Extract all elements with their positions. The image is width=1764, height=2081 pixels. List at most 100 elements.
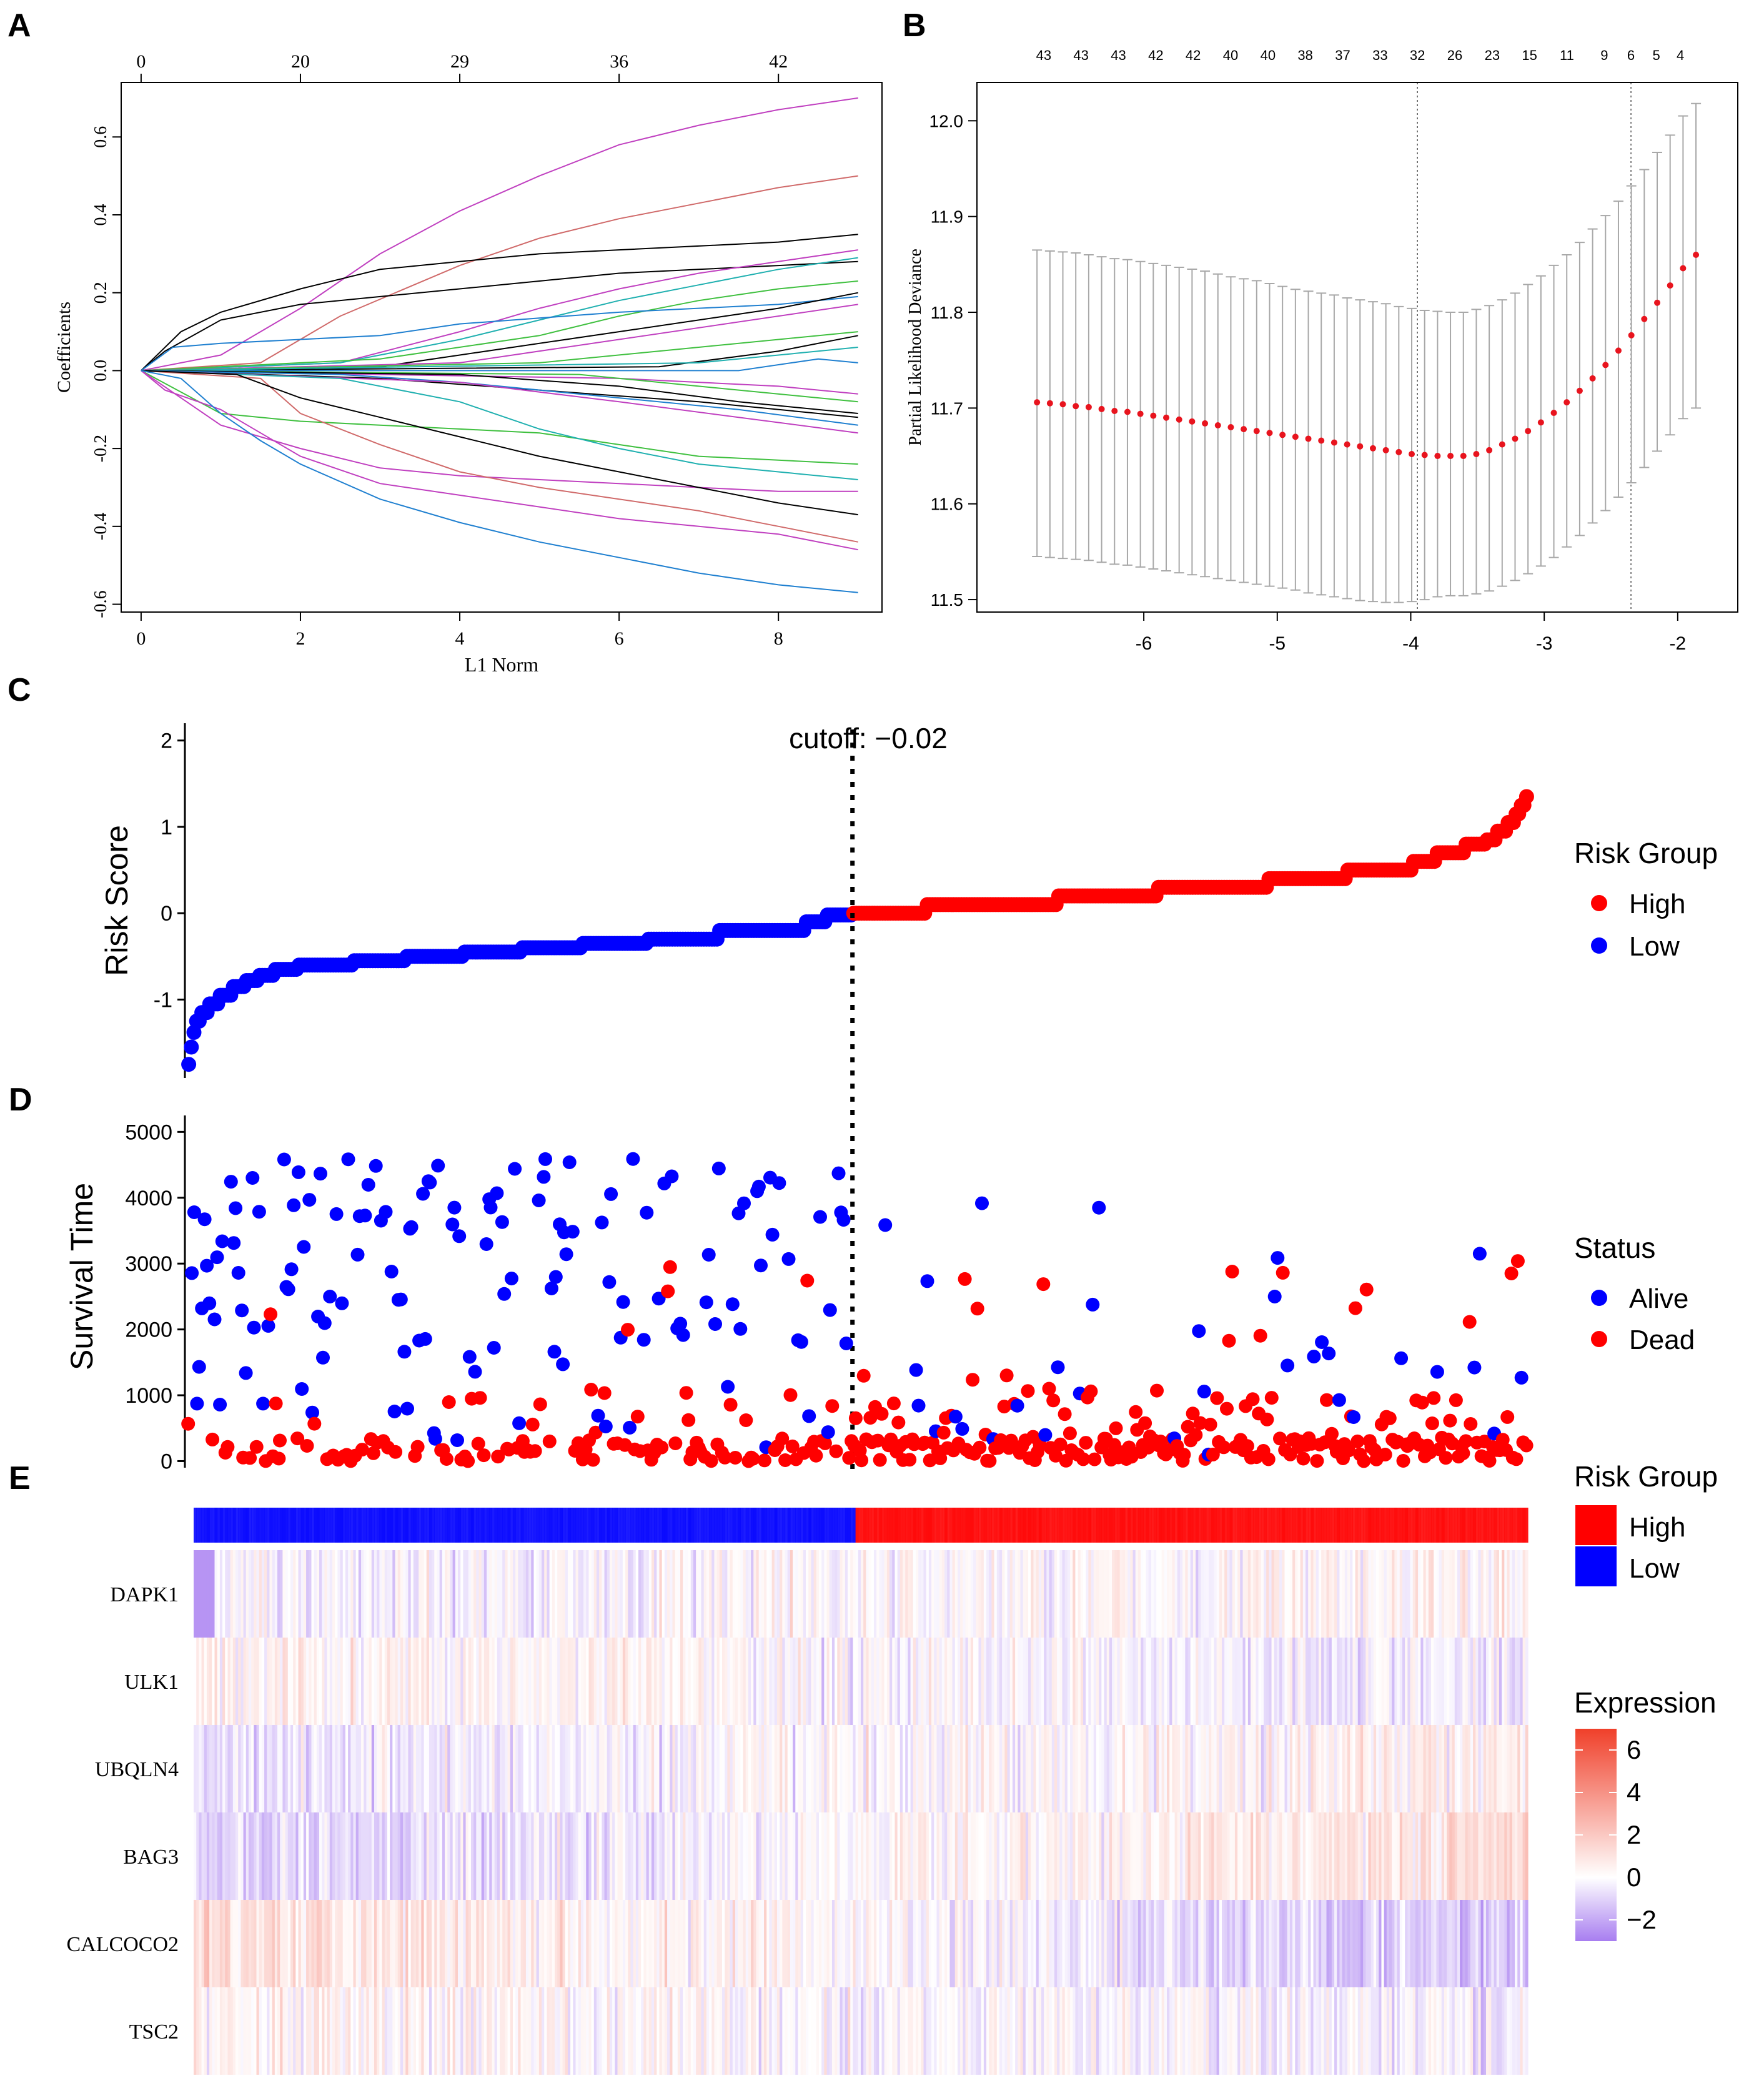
heatmap-cell-ubqln4-299 bbox=[976, 1725, 979, 1812]
risk-group-cell-382 bbox=[1192, 1508, 1196, 1543]
heatmap-cell-dapk1-337 bbox=[1075, 1550, 1079, 1638]
heatmap-cell-calcoco2-46 bbox=[314, 1900, 317, 1987]
survival-point-169 bbox=[626, 1152, 640, 1166]
heatmap-cell-ubqln4-235 bbox=[808, 1725, 812, 1812]
survival-point-8 bbox=[202, 1296, 217, 1310]
heatmap-cell-tsc2-24 bbox=[256, 1987, 260, 2075]
heatmap-cell-tsc2-137 bbox=[552, 1987, 555, 2075]
survival-point-154 bbox=[586, 1453, 600, 1467]
heatmap-cell-tsc2-21 bbox=[248, 1987, 252, 2075]
heatmap-cell-calcoco2-298 bbox=[973, 1900, 976, 1987]
survival-point-394 bbox=[1217, 1440, 1231, 1455]
survival-point-64 bbox=[350, 1247, 365, 1262]
heatmap-cell-dapk1-143 bbox=[567, 1550, 571, 1638]
heatmap-cell-ubqln4-393 bbox=[1221, 1725, 1225, 1812]
risk-group-cell-477 bbox=[1441, 1508, 1445, 1543]
heatmap-cell-calcoco2-388 bbox=[1209, 1900, 1212, 1987]
heatmap-cell-dapk1-363 bbox=[1143, 1550, 1147, 1638]
heatmap-cell-calcoco2-24 bbox=[256, 1900, 260, 1987]
heatmap-cell-dapk1-422 bbox=[1297, 1550, 1301, 1638]
heatmap-cell-tsc2-394 bbox=[1224, 1987, 1227, 2075]
heatmap-cell-dapk1-85 bbox=[416, 1550, 419, 1638]
heatmap-cell-bag3-475 bbox=[1436, 1812, 1440, 1900]
cv-top-tick-label-16: 6 bbox=[1627, 47, 1635, 63]
heatmap-cell-ubqln4-292 bbox=[957, 1725, 961, 1812]
heatmap-cell-dapk1-269 bbox=[897, 1550, 901, 1638]
heatmap-cell-dapk1-205 bbox=[730, 1550, 733, 1638]
risk-group-cell-273 bbox=[908, 1508, 911, 1543]
heatmap-cell-calcoco2-402 bbox=[1245, 1900, 1249, 1987]
heatmap-cell-dapk1-91 bbox=[432, 1550, 435, 1638]
heatmap-cell-tsc2-274 bbox=[910, 1987, 914, 2075]
risk-group-cell-493 bbox=[1483, 1508, 1487, 1543]
heatmap-cell-bag3-338 bbox=[1078, 1812, 1081, 1900]
gene-label-bag3: BAG3 bbox=[123, 1846, 179, 1869]
survival-point-33 bbox=[269, 1396, 283, 1411]
heatmap-cell-bag3-106 bbox=[470, 1812, 474, 1900]
risk-group-cell-74 bbox=[387, 1508, 390, 1543]
heatmap-cell-ubqln4-220 bbox=[769, 1725, 773, 1812]
heatmap-cell-tsc2-143 bbox=[567, 1987, 571, 2075]
risk-group-cell-89 bbox=[426, 1508, 430, 1543]
risk-group-cell-462 bbox=[1402, 1508, 1405, 1543]
heatmap-cell-ubqln4-237 bbox=[813, 1725, 817, 1812]
survival-point-229 bbox=[783, 1388, 798, 1402]
heatmap-cell-bag3-73 bbox=[384, 1812, 388, 1900]
heatmap-cell-dapk1-50 bbox=[324, 1550, 328, 1638]
heatmap-cell-tsc2-78 bbox=[397, 1987, 401, 2075]
heatmap-cell-dapk1-179 bbox=[662, 1550, 665, 1638]
heatmap-cell-calcoco2-77 bbox=[395, 1900, 399, 1987]
heatmap-cell-ubqln4-391 bbox=[1216, 1725, 1220, 1812]
heatmap-cell-dapk1-260 bbox=[873, 1550, 877, 1638]
heatmap-cell-tsc2-449 bbox=[1368, 1987, 1372, 2075]
heatmap-cell-ulk1-261 bbox=[876, 1638, 880, 1725]
survival-point-211 bbox=[737, 1196, 751, 1210]
risk-group-cell-375 bbox=[1174, 1508, 1178, 1543]
heatmap-cell-ulk1-106 bbox=[470, 1638, 474, 1725]
heatmap-cell-calcoco2-179 bbox=[662, 1900, 665, 1987]
survival-point-397 bbox=[1225, 1265, 1239, 1278]
heatmap-cell-tsc2-397 bbox=[1232, 1987, 1236, 2075]
heatmap-cell-tsc2-182 bbox=[670, 1987, 673, 2075]
risk-group-cell-401 bbox=[1242, 1508, 1246, 1543]
heatmap-cell-bag3-140 bbox=[560, 1812, 563, 1900]
heatmap-cell-dapk1-429 bbox=[1316, 1550, 1319, 1638]
risk-group-cell-24 bbox=[256, 1508, 260, 1543]
heatmap-cell-ubqln4-216 bbox=[758, 1725, 762, 1812]
heatmap-cell-ulk1-146 bbox=[575, 1638, 579, 1725]
heatmap-cell-ubqln4-2 bbox=[199, 1725, 202, 1812]
heatmap-cell-ulk1-485 bbox=[1462, 1638, 1466, 1725]
survival-point-78 bbox=[387, 1405, 402, 1418]
heatmap-cell-dapk1-83 bbox=[410, 1550, 414, 1638]
heatmap-cell-tsc2-366 bbox=[1151, 1987, 1154, 2075]
heatmap-cell-tsc2-344 bbox=[1093, 1987, 1097, 2075]
heatmap-cell-tsc2-95 bbox=[442, 1987, 445, 2075]
heatmap-cell-ubqln4-24 bbox=[256, 1725, 260, 1812]
heatmap-cell-ulk1-422 bbox=[1297, 1638, 1301, 1725]
risk-group-cell-331 bbox=[1059, 1508, 1063, 1543]
heatmap-cell-ubqln4-188 bbox=[685, 1725, 689, 1812]
risk-group-cell-301 bbox=[981, 1508, 984, 1543]
heatmap-cell-tsc2-212 bbox=[748, 1987, 751, 2075]
heatmap-cell-dapk1-204 bbox=[727, 1550, 731, 1638]
heatmap-cell-calcoco2-338 bbox=[1078, 1900, 1081, 1987]
heatmap-cell-ulk1-197 bbox=[709, 1638, 712, 1725]
heatmap-cell-ulk1-130 bbox=[533, 1638, 537, 1725]
heatmap-cell-dapk1-297 bbox=[970, 1550, 974, 1638]
heatmap-cell-ubqln4-160 bbox=[612, 1725, 615, 1812]
heatmap-cell-calcoco2-45 bbox=[311, 1900, 315, 1987]
risk-group-cell-385 bbox=[1201, 1508, 1204, 1543]
heatmap-cell-tsc2-72 bbox=[382, 1987, 385, 2075]
heatmap-cell-ubqln4-133 bbox=[542, 1725, 545, 1812]
heatmap-cell-ubqln4-327 bbox=[1049, 1725, 1053, 1812]
heatmap-cell-ulk1-126 bbox=[523, 1638, 527, 1725]
heatmap-cell-ubqln4-92 bbox=[434, 1725, 438, 1812]
heatmap-cell-bag3-361 bbox=[1137, 1812, 1141, 1900]
heatmap-cell-tsc2-201 bbox=[719, 1987, 723, 2075]
heatmap-cell-dapk1-405 bbox=[1253, 1550, 1257, 1638]
heatmap-cell-calcoco2-18 bbox=[240, 1900, 244, 1987]
heatmap-cell-calcoco2-30 bbox=[272, 1900, 275, 1987]
heatmap-cell-tsc2-112 bbox=[487, 1987, 490, 2075]
heatmap-cell-dapk1-61 bbox=[353, 1550, 357, 1638]
heatmap-cell-dapk1-310 bbox=[1004, 1550, 1008, 1638]
